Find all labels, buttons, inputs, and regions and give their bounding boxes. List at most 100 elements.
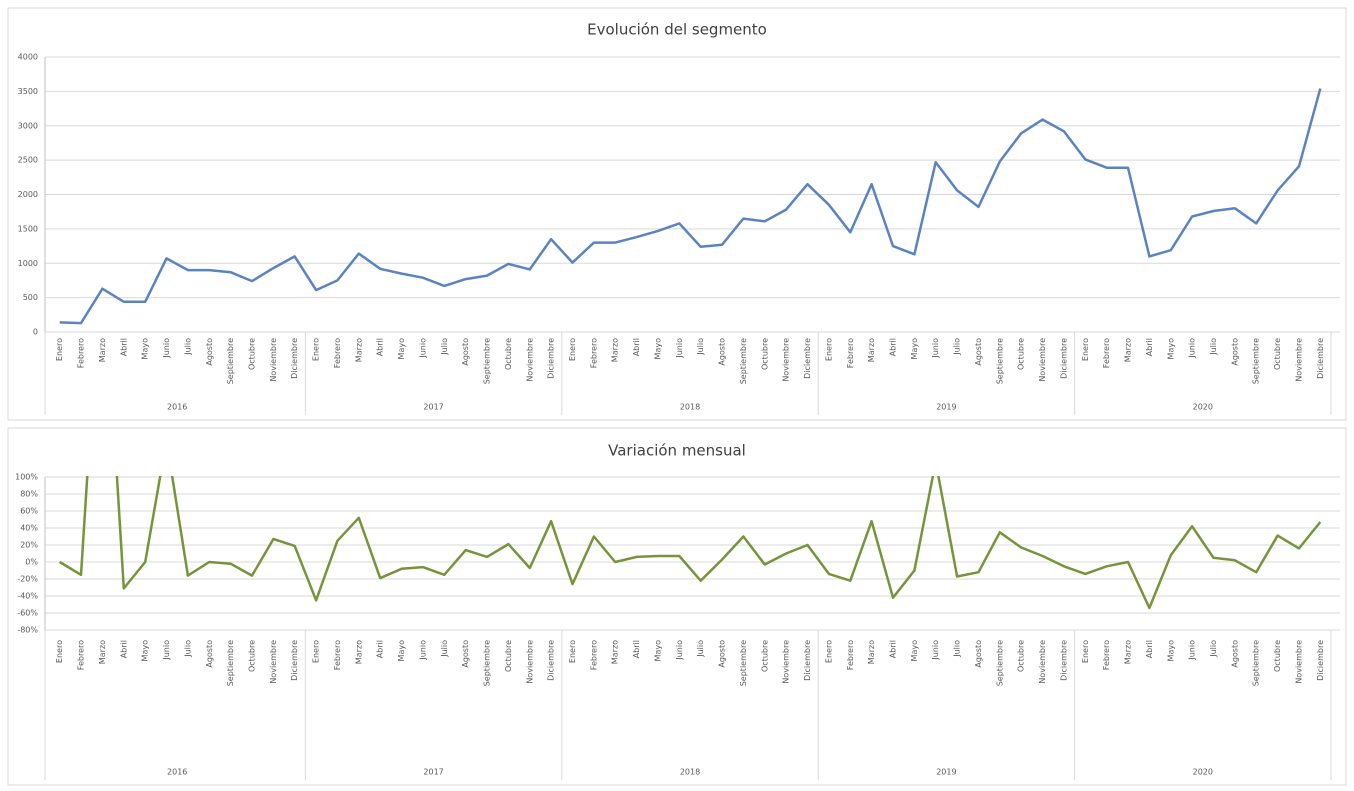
y-tick-label: -20% xyxy=(17,575,38,584)
x-tick-label: Febrero xyxy=(333,640,342,670)
x-tick-label: Abril xyxy=(1145,338,1154,356)
x-tick-label: Marzo xyxy=(867,640,876,664)
x-tick-label: Agosto xyxy=(974,338,983,366)
y-tick-label: 20% xyxy=(20,541,38,550)
x-tick-label: Mayo xyxy=(397,338,406,360)
y-tick-label: 2500 xyxy=(18,156,38,165)
x-tick-label: Enero xyxy=(312,640,321,663)
group-label: 2016 xyxy=(167,403,187,412)
x-tick-label: Septiembre xyxy=(995,338,1004,384)
x-tick-label: Abril xyxy=(376,640,385,658)
x-tick-label: Agosto xyxy=(205,640,214,668)
x-tick-label: Octubre xyxy=(1017,338,1026,370)
x-tick-label: Octubre xyxy=(247,338,256,370)
x-tick-label: Mayo xyxy=(1166,338,1175,360)
x-tick-label: Octubre xyxy=(760,338,769,370)
x-tick-label: Marzo xyxy=(1124,640,1133,664)
y-tick-label: 100% xyxy=(15,473,38,482)
chart-title: Variación mensual xyxy=(608,442,746,460)
x-tick-label: Marzo xyxy=(867,338,876,362)
x-tick-label: Agosto xyxy=(718,338,727,366)
y-tick-label: 1000 xyxy=(18,259,38,268)
group-label: 2018 xyxy=(680,768,700,777)
x-tick-label: Junio xyxy=(418,640,427,661)
x-tick-label: Marzo xyxy=(98,338,107,362)
x-tick-label: Noviembre xyxy=(1038,338,1047,382)
y-tick-label: 60% xyxy=(20,507,38,516)
x-tick-label: Septiembre xyxy=(226,338,235,384)
x-tick-label: Junio xyxy=(1188,640,1197,661)
x-tick-label: Febrero xyxy=(77,338,86,368)
x-tick-label: Mayo xyxy=(1166,640,1175,662)
x-tick-label: Julio xyxy=(440,640,449,658)
x-tick-label: Julio xyxy=(696,640,705,658)
x-tick-label: Febrero xyxy=(333,338,342,368)
panel xyxy=(7,7,1347,421)
y-tick-label: 40% xyxy=(20,524,38,533)
x-tick-label: Marzo xyxy=(611,640,620,664)
y-tick-label: 2000 xyxy=(18,190,38,199)
group-label: 2019 xyxy=(936,768,956,777)
group-label: 2018 xyxy=(680,403,700,412)
x-tick-label: Enero xyxy=(568,338,577,361)
x-tick-label: Diciembre xyxy=(803,338,812,379)
x-tick-label: Julio xyxy=(183,338,192,356)
x-tick-label: Octubre xyxy=(504,640,513,672)
x-tick-label: Junio xyxy=(418,338,427,359)
x-tick-label: Abril xyxy=(119,640,128,658)
x-tick-label: Febrero xyxy=(846,640,855,670)
x-tick-label: Enero xyxy=(55,640,64,663)
x-tick-label: Noviembre xyxy=(269,338,278,382)
x-tick-label: Junio xyxy=(675,338,684,359)
x-tick-label: Noviembre xyxy=(525,338,534,382)
x-tick-label: Octubre xyxy=(247,640,256,672)
x-tick-label: Junio xyxy=(162,640,171,661)
y-tick-label: 80% xyxy=(20,490,38,499)
x-tick-label: Mayo xyxy=(141,338,150,360)
x-tick-label: Agosto xyxy=(1230,640,1239,668)
panel xyxy=(7,427,1347,786)
x-tick-label: Junio xyxy=(162,338,171,359)
x-tick-label: Octubre xyxy=(504,338,513,370)
group-label: 2020 xyxy=(1193,403,1213,412)
x-tick-label: Abril xyxy=(632,338,641,356)
y-tick-label: 3500 xyxy=(18,87,38,96)
x-tick-label: Julio xyxy=(440,338,449,356)
x-tick-label: Noviembre xyxy=(1038,640,1047,684)
x-tick-label: Enero xyxy=(568,640,577,663)
x-tick-label: Febrero xyxy=(77,640,86,670)
x-tick-label: Noviembre xyxy=(1294,640,1303,684)
x-tick-label: Julio xyxy=(696,338,705,356)
x-tick-label: Diciembre xyxy=(1316,338,1325,379)
x-tick-label: Mayo xyxy=(397,640,406,662)
x-tick-label: Diciembre xyxy=(290,338,299,379)
x-tick-label: Marzo xyxy=(354,640,363,664)
group-label: 2020 xyxy=(1193,768,1213,777)
x-tick-label: Enero xyxy=(824,640,833,663)
x-tick-label: Agosto xyxy=(205,338,214,366)
y-tick-label: 3000 xyxy=(18,121,38,130)
x-tick-label: Diciembre xyxy=(803,640,812,681)
y-tick-label: 1500 xyxy=(18,224,38,233)
x-tick-label: Agosto xyxy=(974,640,983,668)
y-tick-label: -80% xyxy=(17,626,38,635)
x-tick-label: Abril xyxy=(1145,640,1154,658)
group-label: 2017 xyxy=(423,403,443,412)
y-tick-label: 0 xyxy=(33,328,38,337)
x-tick-label: Junio xyxy=(1188,338,1197,359)
chart-title: Evolución del segmento xyxy=(587,21,767,39)
x-tick-label: Noviembre xyxy=(782,338,791,382)
x-tick-label: Octubre xyxy=(1273,640,1282,672)
x-tick-label: Febrero xyxy=(1102,338,1111,368)
x-tick-label: Febrero xyxy=(589,338,598,368)
x-tick-label: Abril xyxy=(888,640,897,658)
x-tick-label: Marzo xyxy=(611,338,620,362)
x-tick-label: Diciembre xyxy=(1316,640,1325,681)
x-tick-label: Agosto xyxy=(461,640,470,668)
x-tick-label: Marzo xyxy=(1124,338,1133,362)
x-tick-label: Abril xyxy=(888,338,897,356)
x-tick-label: Enero xyxy=(312,338,321,361)
x-tick-label: Mayo xyxy=(141,640,150,662)
x-tick-label: Agosto xyxy=(1230,338,1239,366)
